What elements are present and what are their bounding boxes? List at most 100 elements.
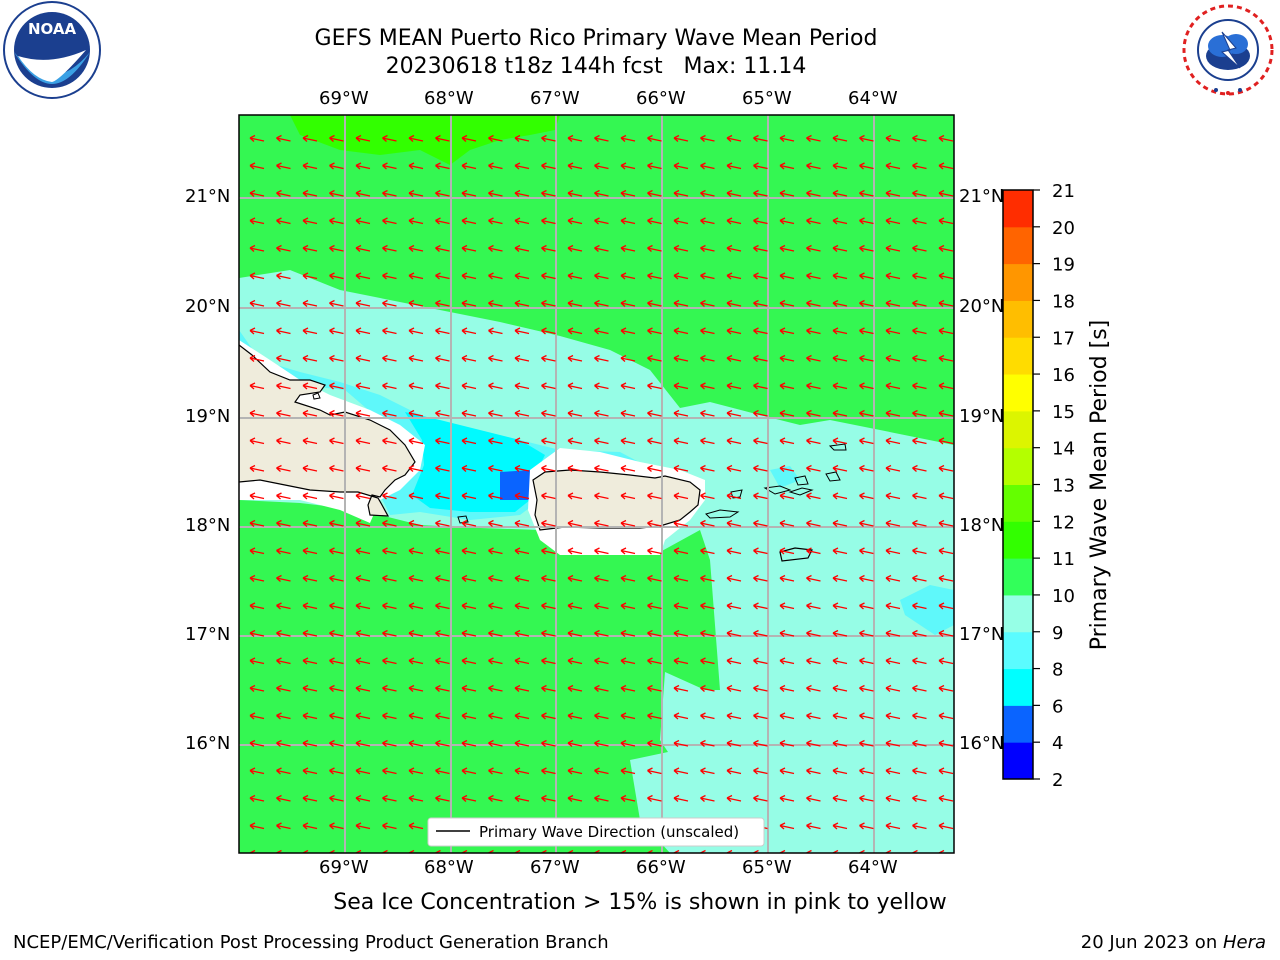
wave-direction-arrow [620,739,636,747]
wave-direction-arrow [859,602,874,610]
wave-direction-arrow [461,354,477,362]
wave-direction-arrow [435,189,450,197]
colorbar-tick-label: 14 [1052,439,1075,460]
wave-direction-arrow [567,712,583,720]
wave-direction-arrow [276,684,291,692]
wave-direction-arrow [355,767,371,775]
wave-direction-arrow [329,574,344,582]
wave-direction-arrow [382,382,397,390]
wave-direction-arrow [938,629,954,637]
wave-direction-arrow [594,217,609,225]
wave-direction-arrow [594,382,609,390]
wave-direction-arrow [700,327,715,335]
wave-direction-arrow [249,217,265,225]
wave-direction-arrow [594,574,609,582]
wave-direction-arrow [912,409,927,417]
wave-direction-arrow [779,134,795,142]
colorbar-tick-label: 18 [1052,291,1075,312]
wave-direction-arrow [938,684,954,692]
wave-direction-arrow [673,574,689,582]
wave-direction-arrow [779,519,795,527]
wave-direction-arrow [726,629,742,637]
wave-direction-arrow [594,134,609,142]
wave-direction-arrow [726,272,742,280]
wave-direction-arrow [859,684,874,692]
wave-direction-arrow [938,189,954,197]
wave-direction-arrow [594,547,609,555]
wave-direction-arrow [726,739,742,747]
wave-direction-arrow [461,217,477,225]
wave-direction-arrow [753,629,768,637]
east-cyan-patch [900,585,954,635]
colorbar-segment [1003,410,1033,449]
wave-direction-arrow [488,354,503,362]
wave-direction-arrow [753,134,768,142]
wave-direction-arrow [673,464,689,472]
wave-direction-arrow [832,684,848,692]
wave-direction-arrow [753,492,768,500]
anegada-island [828,443,847,451]
wave-direction-arrow [594,492,609,500]
wave-direction-arrow [806,162,821,170]
wave-direction-arrow [382,794,397,802]
wave-direction-arrow [567,327,583,335]
wave-direction-arrow [435,657,450,665]
wave-direction-arrow [249,134,265,142]
wave-direction-arrow [806,574,821,582]
wave-direction-arrow [912,162,927,170]
wave-direction-arrow [567,162,583,170]
wave-direction-arrow [461,629,477,637]
colorbar-segment [1003,447,1033,485]
wave-direction-arrow [514,189,530,197]
wave-direction-arrow [435,299,450,307]
wave-direction-arrow [832,354,848,362]
wave-direction-arrow [832,574,848,582]
wave-direction-arrow [700,574,715,582]
wave-direction-arrow [832,739,848,747]
wave-direction-arrow [726,547,742,555]
footer-branch: NCEP/EMC/Verification Post Processing Pr… [13,932,609,953]
wave-direction-arrow [276,354,291,362]
wave-direction-arrow [620,712,636,720]
wave-direction-arrow [435,382,450,390]
wave-direction-arrow [249,794,265,802]
wave-direction-arrow [567,217,583,225]
wave-direction-arrow [753,244,768,252]
wave-direction-arrow [435,547,450,555]
colorbar-tick-label: 13 [1052,476,1075,497]
wave-direction-arrow [620,629,636,637]
wave-direction-arrow [885,189,901,197]
noaa-logo: NOAA [3,1,101,99]
wave-direction-arrow [488,547,503,555]
wave-direction-arrow [302,547,318,555]
colorbar-tick-label: 20 [1052,218,1075,239]
wave-direction-arrow [753,712,768,720]
wave-direction-arrow [567,519,583,527]
wave-direction-arrow [912,629,927,637]
wave-direction-arrow [382,437,397,445]
wave-direction-arrow [355,327,371,335]
wave-direction-arrow [276,547,291,555]
wave-direction-arrow [938,162,954,170]
colorbar-tick-label: 21 [1052,181,1075,202]
wave-direction-arrow [541,794,556,802]
wave-direction-arrow [885,437,901,445]
wave-direction-arrow [753,767,768,775]
wave-direction-arrow [753,189,768,197]
colorbar-frame [1002,189,1034,780]
wave-direction-arrow [832,162,848,170]
wave-direction-arrow [408,767,424,775]
wave-direction-arrow [779,794,795,802]
wave-direction-arrow [726,134,742,142]
wave-direction-arrow [779,547,795,555]
wave-direction-arrow [647,354,662,362]
wave-direction-arrow [435,134,450,142]
colorbar-tick-label: 8 [1052,660,1063,681]
wave-direction-arrow [647,492,662,500]
footer-host: Hera [1222,932,1266,953]
wave-direction-arrow [514,519,530,527]
wave-direction-arrow [461,657,477,665]
wave-direction-arrow [806,657,821,665]
lat-label-left: 16°N [185,733,231,754]
wave-direction-arrow [647,547,662,555]
